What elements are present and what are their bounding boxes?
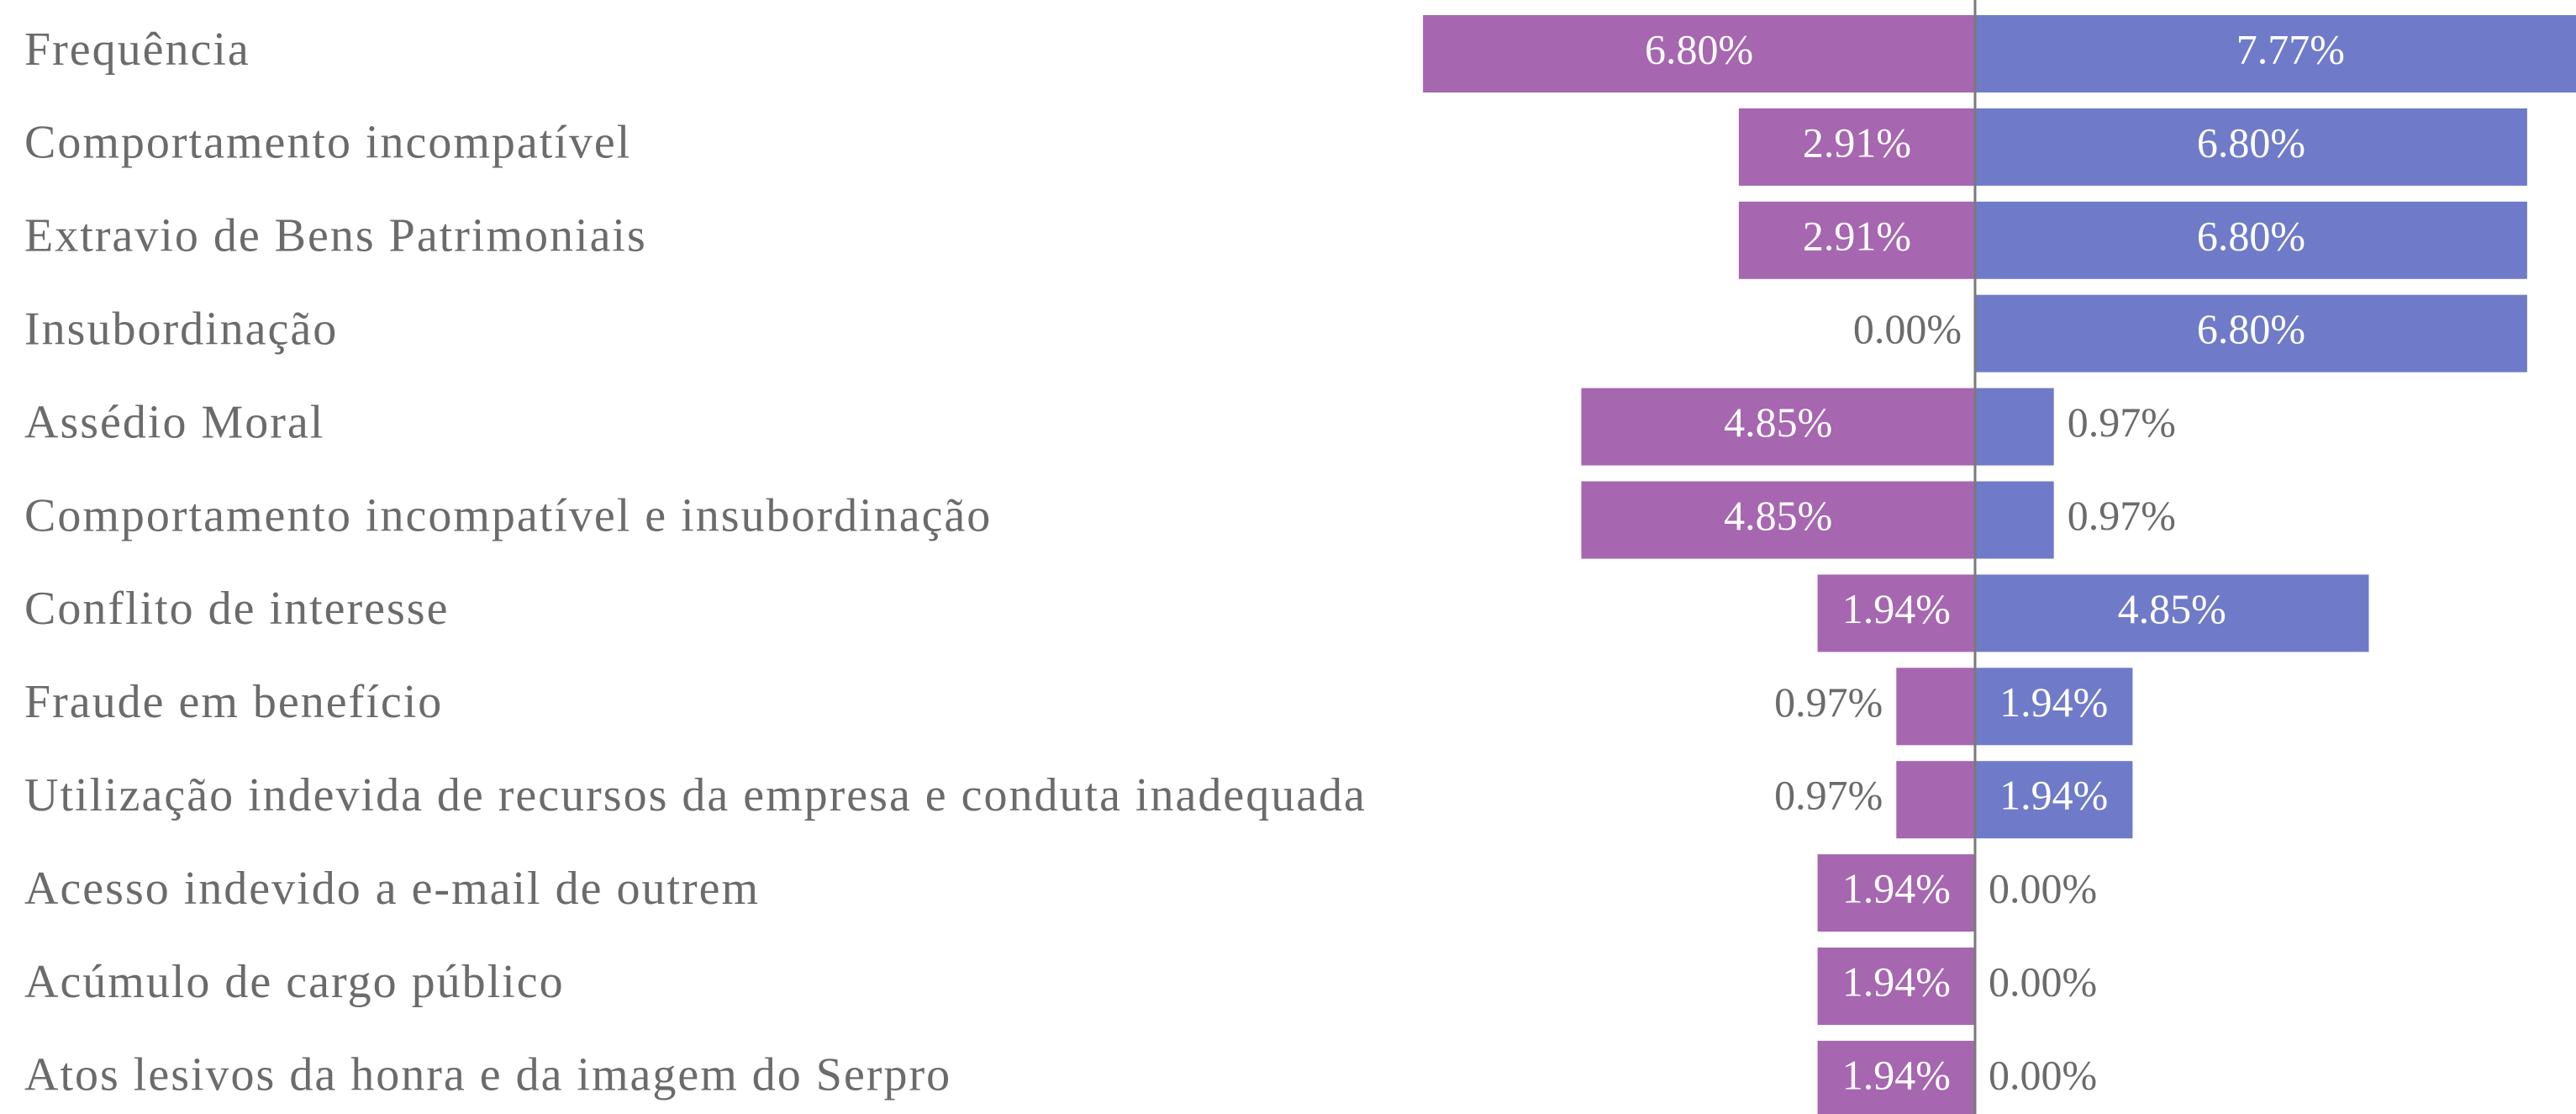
category-label: Comportamento incompatível: [24, 117, 631, 169]
category-label: Assédio Moral: [24, 396, 324, 448]
bar: [1975, 761, 2133, 839]
category-label: Extravio de Bens Patrimoniais: [24, 210, 647, 262]
bar: [1896, 668, 1975, 746]
bar: [1817, 854, 1975, 932]
bar: [1817, 574, 1975, 652]
category-label: Comportamento incompatível e insubordina…: [24, 489, 992, 541]
bar: [1896, 761, 1975, 839]
value-label: 4.85%: [1724, 492, 1832, 539]
value-label: 6.80%: [1645, 25, 1753, 72]
value-label: 4.85%: [1724, 399, 1832, 446]
value-label: 4.85%: [2118, 585, 2226, 632]
bar: [1581, 481, 1975, 559]
value-label: 6.80%: [2197, 119, 2305, 166]
category-label: Frequência: [24, 24, 250, 76]
bar: [1817, 1040, 1975, 1114]
value-label: 0.00%: [1853, 305, 1962, 352]
bar: [1423, 15, 1975, 92]
bar: [1975, 668, 2133, 746]
category-label: Conflito de interesse: [24, 583, 449, 635]
category-label: Acúmulo de cargo público: [24, 956, 565, 1008]
category-label: Fraude em benefício: [24, 676, 443, 728]
bar: [1975, 574, 2369, 652]
bar: [1975, 201, 2527, 279]
bar: [1975, 294, 2527, 372]
category-label: Atos lesivos da honra e da imagem do Ser…: [24, 1049, 951, 1101]
bar: [1817, 948, 1975, 1025]
value-label: 0.97%: [1774, 678, 1883, 726]
value-label: 6.80%: [2197, 212, 2305, 259]
bar: [1738, 108, 1975, 186]
value-label: 0.00%: [1989, 865, 2097, 912]
value-label: 0.00%: [1989, 1051, 2097, 1098]
value-label: 0.97%: [1774, 772, 1883, 819]
value-label: 1.94%: [1842, 585, 1951, 632]
value-label: 0.00%: [1989, 958, 2097, 1005]
bar: [1581, 388, 1975, 466]
value-label: 0.97%: [2068, 492, 2176, 539]
value-label: 0.97%: [2068, 399, 2176, 446]
value-label: 1.94%: [1842, 865, 1951, 912]
value-label: 6.80%: [2197, 305, 2305, 352]
value-label: 1.94%: [1999, 678, 2108, 726]
bar: [1975, 108, 2527, 186]
value-label: 1.94%: [1842, 958, 1951, 1005]
bar: [1975, 388, 2054, 466]
bar: [1975, 481, 2054, 559]
category-label: Acesso indevido a e-mail de outrem: [24, 863, 760, 915]
value-label: 2.91%: [1803, 212, 1911, 259]
bar: [1975, 15, 2576, 92]
value-label: 1.94%: [1999, 772, 2108, 819]
value-label: 1.94%: [1842, 1051, 1951, 1098]
bar: [1738, 201, 1975, 279]
category-label: Insubordinação: [24, 304, 338, 356]
value-label: 7.77%: [2236, 25, 2345, 72]
category-label: Utilização indevida de recursos da empre…: [24, 769, 1367, 821]
value-label: 2.91%: [1803, 119, 1911, 166]
